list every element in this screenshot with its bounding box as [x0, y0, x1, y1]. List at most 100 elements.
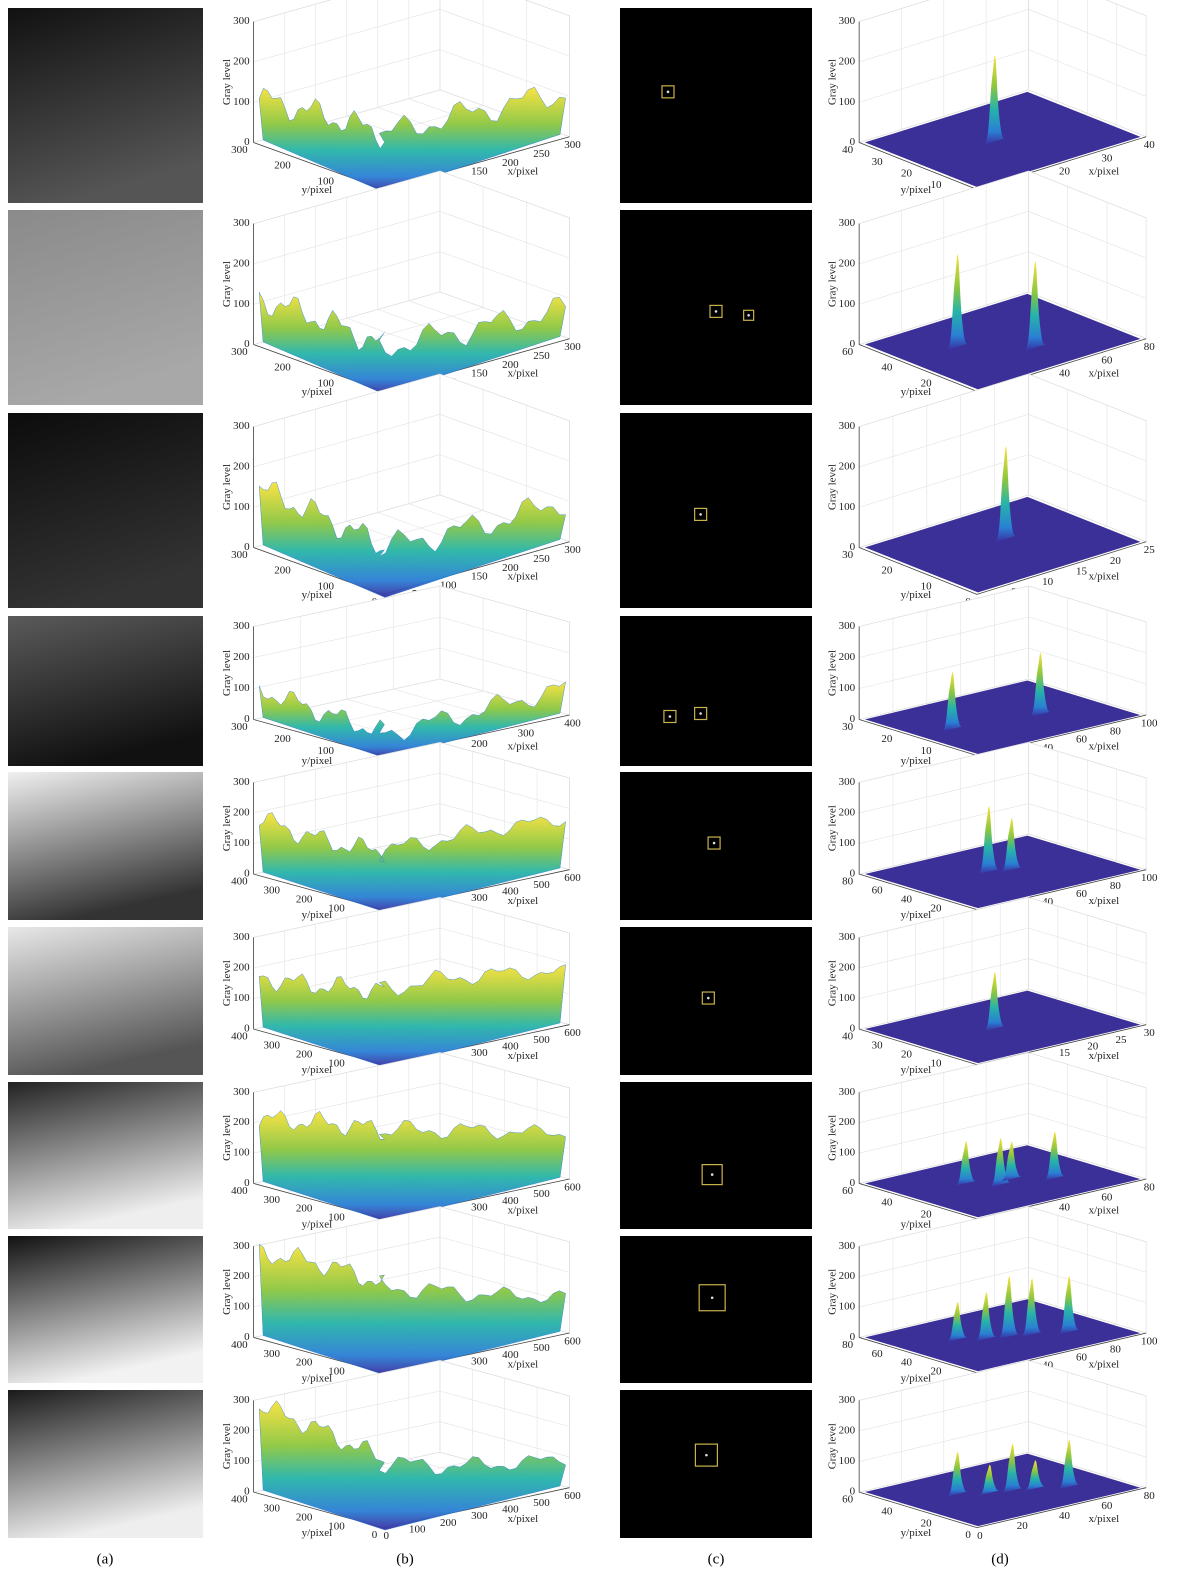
- y-axis-label: y/pixel: [302, 589, 333, 601]
- x-tick-label: 600: [564, 1027, 581, 1039]
- z-axis-label: Gray level: [827, 1115, 839, 1161]
- y-tick-label: 0: [372, 1529, 378, 1541]
- x-tick-label: 20: [1017, 1520, 1029, 1532]
- panel-label: (d): [991, 1551, 1009, 1567]
- z-tick-label: 100: [233, 501, 250, 513]
- z-tick-label: 0: [244, 338, 250, 350]
- z-tick-label: 200: [233, 55, 250, 67]
- x-tick-label: 300: [564, 341, 581, 353]
- z-tick-label: 300: [233, 217, 250, 229]
- z-tick-label: 300: [233, 15, 250, 27]
- x-axis-label: x/pixel: [508, 895, 539, 907]
- y-tick-label: 20: [901, 1048, 913, 1060]
- panel-label: (c): [708, 1551, 725, 1567]
- z-tick-label: 200: [839, 651, 856, 663]
- z-tick-label: 200: [233, 651, 250, 663]
- x-tick-label: 100: [409, 1524, 426, 1536]
- z-tick-label: 100: [233, 298, 250, 310]
- detection-image: [620, 772, 812, 920]
- y-axis-label: y/pixel: [901, 386, 932, 398]
- y-tick-label: 40: [881, 1197, 893, 1209]
- z-tick-label: 200: [839, 961, 856, 973]
- infrared-image: [8, 1082, 203, 1229]
- y-axis-label: y/pixel: [302, 184, 333, 196]
- z-tick-label: 100: [839, 837, 856, 849]
- detection-image: [620, 1082, 812, 1229]
- x-tick-label: 60: [1101, 354, 1113, 366]
- z-axis-label: Gray level: [221, 1269, 233, 1315]
- y-axis-label: y/pixel: [302, 1527, 333, 1539]
- target: [705, 1454, 708, 1457]
- x-axis-label: x/pixel: [508, 367, 539, 379]
- x-axis-label: x/pixel: [508, 1050, 539, 1062]
- x-tick-label: 60: [1101, 1191, 1113, 1203]
- z-tick-label: 200: [839, 806, 856, 818]
- z-tick-label: 100: [233, 1147, 250, 1159]
- z-tick-label: 300: [839, 420, 856, 432]
- z-tick-label: 0: [244, 1486, 250, 1498]
- z-tick-label: 300: [233, 1394, 250, 1406]
- y-axis-label: y/pixel: [901, 1064, 932, 1076]
- x-axis-label: x/pixel: [508, 1358, 539, 1370]
- z-tick-label: 0: [244, 868, 250, 880]
- target: [713, 842, 716, 845]
- z-tick-label: 0: [850, 338, 856, 350]
- x-tick-label: 200: [471, 738, 488, 750]
- y-tick-label: 200: [296, 1048, 313, 1060]
- z-tick-label: 100: [233, 992, 250, 1004]
- x-tick-label: 300: [564, 139, 581, 151]
- x-tick-label: 500: [533, 1188, 550, 1200]
- y-tick-label: 200: [296, 893, 313, 905]
- x-axis-label: x/pixel: [508, 165, 539, 177]
- infrared-image: [8, 413, 203, 608]
- z-axis-label: Gray level: [827, 650, 839, 696]
- x-tick-label: 600: [564, 1490, 581, 1502]
- x-tick-label: 500: [533, 1342, 550, 1354]
- z-tick-label: 100: [839, 96, 856, 108]
- y-tick-label: 200: [274, 565, 291, 577]
- x-tick-label: 150: [471, 166, 488, 178]
- z-tick-label: 100: [839, 1455, 856, 1467]
- x-tick-label: 150: [471, 368, 488, 380]
- z-tick-label: 0: [244, 1023, 250, 1035]
- x-axis-label: x/pixel: [1089, 1358, 1120, 1370]
- z-tick-label: 300: [233, 620, 250, 632]
- y-tick-label: 200: [274, 160, 291, 172]
- x-axis-label: x/pixel: [1089, 741, 1120, 753]
- z-tick-label: 200: [233, 257, 250, 269]
- y-axis-label: y/pixel: [901, 589, 932, 601]
- y-axis-label: y/pixel: [302, 1064, 333, 1076]
- y-tick-label: 40: [881, 362, 893, 374]
- z-tick-label: 200: [233, 806, 250, 818]
- x-tick-label: 30: [1144, 1027, 1156, 1039]
- target: [669, 715, 672, 718]
- target: [711, 1296, 714, 1299]
- target: [667, 91, 670, 94]
- x-tick-label: 500: [533, 1497, 550, 1509]
- z-tick-label: 200: [839, 460, 856, 472]
- z-axis-label: Gray level: [221, 960, 233, 1006]
- z-tick-label: 300: [839, 620, 856, 632]
- y-tick-label: 60: [872, 1348, 884, 1360]
- y-tick-label: 200: [274, 733, 291, 745]
- z-axis-label: Gray level: [827, 261, 839, 307]
- y-tick-label: 300: [264, 1040, 281, 1052]
- z-axis-label: Gray level: [221, 805, 233, 851]
- x-tick-label: 300: [471, 1510, 488, 1522]
- z-tick-label: 200: [233, 460, 250, 472]
- z-tick-label: 100: [839, 298, 856, 310]
- z-tick-label: 100: [839, 501, 856, 513]
- x-tick-label: 0: [977, 1530, 983, 1542]
- z-tick-label: 0: [244, 1177, 250, 1189]
- y-tick-label: 20: [930, 902, 942, 914]
- z-tick-label: 200: [233, 1424, 250, 1436]
- x-tick-label: 500: [533, 879, 550, 891]
- x-axis-label: x/pixel: [508, 1513, 539, 1525]
- z-tick-label: 100: [839, 992, 856, 1004]
- z-tick-label: 300: [839, 15, 856, 27]
- panel-label: (a): [97, 1551, 114, 1567]
- detection-image: [620, 1236, 812, 1383]
- x-tick-label: 300: [518, 728, 535, 740]
- x-axis-label: x/pixel: [508, 570, 539, 582]
- y-tick-label: 20: [901, 167, 913, 179]
